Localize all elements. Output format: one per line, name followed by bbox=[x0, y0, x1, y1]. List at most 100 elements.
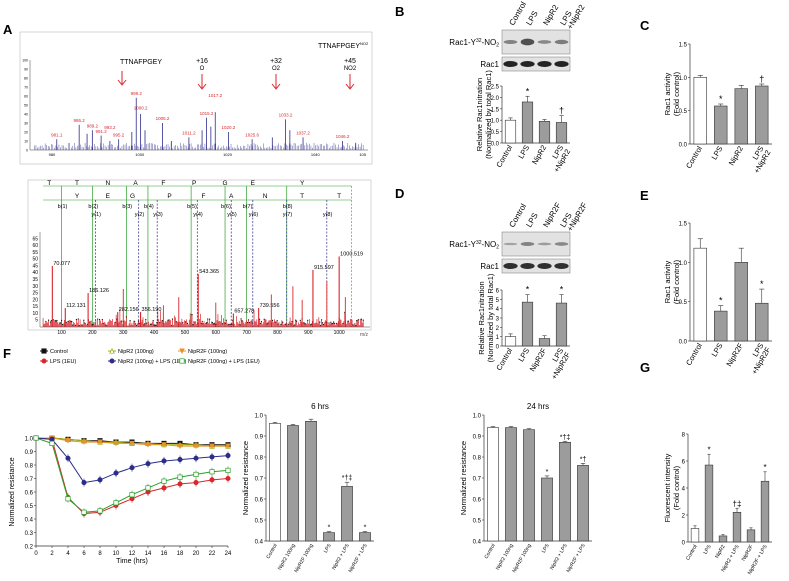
y-tick-label: 10 bbox=[24, 140, 28, 144]
mod-plus16: +16 bbox=[196, 58, 208, 65]
x-tick-label: 1000 bbox=[334, 330, 345, 336]
spectrum-dot bbox=[328, 322, 330, 324]
bar bbox=[755, 302, 769, 342]
x-tick-label: 0 bbox=[34, 551, 38, 557]
spectrum-dot bbox=[145, 318, 147, 321]
significance-mark: * bbox=[546, 469, 549, 476]
category-label: NipR2 bbox=[714, 544, 726, 560]
y-tick-label: 2 bbox=[496, 326, 500, 332]
bar bbox=[559, 441, 571, 542]
peak-label: 981.1 bbox=[51, 132, 63, 137]
data-point bbox=[225, 452, 231, 459]
y-axis-label: Relative Rac1nitration(Normalized by tot… bbox=[477, 273, 495, 362]
spectrum-dot bbox=[191, 314, 193, 316]
spectrum-dot bbox=[230, 323, 232, 325]
spectrum-dot bbox=[231, 323, 233, 325]
spectrum-dot bbox=[310, 323, 313, 325]
arrow-icon-1 bbox=[117, 71, 127, 86]
msms-frame bbox=[27, 179, 372, 331]
y-tick-label: 5 bbox=[35, 318, 38, 324]
spectrum-dot bbox=[155, 324, 157, 326]
peak-label: 1000.2 bbox=[134, 105, 148, 110]
y-tick-label: 6 bbox=[496, 289, 500, 295]
ms-spectrum-top: 981.1986.2989.2995.2999.21000.21005.2101… bbox=[19, 31, 373, 165]
data-point bbox=[65, 438, 71, 444]
category-label: LPS+NipR2 bbox=[745, 145, 772, 175]
category-label: Control bbox=[685, 544, 699, 561]
bar bbox=[755, 85, 769, 145]
spectrum-dot bbox=[83, 319, 85, 321]
x-axis-label: Time (hrs) bbox=[116, 558, 148, 565]
x-tick-label: 700 bbox=[242, 330, 251, 336]
spectrum-dot bbox=[303, 322, 305, 324]
spectrum-dot bbox=[321, 322, 324, 324]
spectrum-dot bbox=[295, 320, 298, 322]
spectrum-dot bbox=[175, 321, 177, 323]
y-tick-label: 20 bbox=[24, 131, 28, 135]
data-point bbox=[113, 500, 119, 506]
y-tick-label: 0.9 bbox=[255, 435, 264, 441]
peak-label: 739.556 bbox=[260, 303, 280, 309]
bar bbox=[714, 105, 728, 145]
spectrum-dot bbox=[200, 322, 202, 324]
spectrum-dot bbox=[304, 323, 306, 325]
y-tick-label: 3 bbox=[496, 317, 500, 323]
data-point bbox=[129, 492, 135, 498]
blot-band bbox=[537, 40, 552, 44]
blot-band bbox=[537, 242, 552, 246]
x-tick-label: 18 bbox=[177, 551, 184, 557]
spectrum-dot bbox=[84, 322, 86, 324]
bar bbox=[305, 420, 317, 542]
data-point bbox=[161, 442, 167, 448]
panel-label-c: C bbox=[640, 18, 650, 33]
spectrum-dot bbox=[320, 319, 323, 321]
y-tick-label: 0 bbox=[496, 345, 500, 351]
b-ion-label: b(1) bbox=[58, 204, 68, 210]
y-tick-label: 55 bbox=[32, 250, 38, 256]
significance-mark: * bbox=[763, 463, 766, 472]
data-point bbox=[177, 457, 183, 463]
data-point bbox=[177, 474, 183, 480]
category-label: NipR2 100ng bbox=[495, 543, 515, 571]
b-ion-label: b(6) bbox=[221, 204, 231, 210]
spectrum-dot bbox=[284, 323, 287, 325]
spectrum-dot bbox=[182, 322, 184, 324]
bar bbox=[538, 121, 551, 144]
data-point bbox=[193, 471, 199, 478]
spectrum-dot bbox=[347, 320, 350, 322]
x-tick-label: 2 bbox=[50, 551, 54, 557]
data-point bbox=[145, 461, 151, 467]
spectrum-dot bbox=[149, 323, 152, 325]
y-tick-label: 0.0 bbox=[679, 340, 688, 346]
y-tick-label: 60 bbox=[32, 243, 38, 249]
peak-label: 1000.519 bbox=[340, 251, 363, 257]
spectrum-dot bbox=[290, 323, 292, 325]
data-point bbox=[209, 443, 215, 450]
spectrum-dot bbox=[307, 319, 309, 321]
blot-label-nitrated: Rac1-Y32-NO2 bbox=[449, 240, 499, 251]
spectrum-dot bbox=[309, 324, 312, 326]
b-ion-label: b(5) bbox=[187, 204, 197, 210]
spectrum-dot bbox=[342, 322, 344, 325]
spectrum-dot bbox=[299, 319, 301, 321]
x-tick-label: 1040 bbox=[311, 152, 321, 157]
significance-mark: * bbox=[526, 86, 530, 96]
spectrum-dot bbox=[146, 322, 148, 324]
ms-top-peptide-left: TTNAFPGEY bbox=[120, 59, 162, 66]
peak-label: 993.2 bbox=[104, 125, 116, 130]
peak-label: 986.2 bbox=[74, 118, 86, 123]
spectrum-dot bbox=[59, 322, 61, 324]
significance-mark: † bbox=[559, 106, 564, 116]
y-ion-label: y(3) bbox=[153, 212, 163, 218]
x-tick-label: 800 bbox=[273, 330, 282, 336]
spectrum-dot bbox=[193, 321, 195, 323]
panel-label-b: B bbox=[395, 4, 404, 19]
category-label: LPS bbox=[516, 347, 531, 364]
bar bbox=[487, 427, 499, 542]
mod-o: O bbox=[200, 66, 205, 72]
spectrum-dot bbox=[333, 322, 336, 324]
y-tick-label: 100 bbox=[22, 59, 28, 63]
y-tick-label: 0.4 bbox=[255, 540, 264, 546]
